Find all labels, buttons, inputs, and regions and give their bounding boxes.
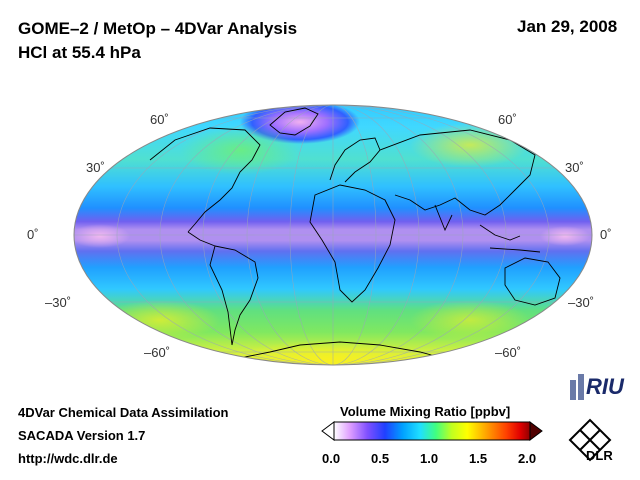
colorbar-title: Volume Mixing Ratio [ppbv] [340, 404, 511, 419]
map-field [74, 105, 592, 365]
lat-label-left: –30˚ [45, 295, 72, 310]
colorbar-min-arrow [321, 421, 335, 441]
lat-label-right: –30˚ [568, 295, 595, 310]
globe-outline [73, 104, 593, 366]
dlr-logo: DLR [586, 448, 613, 463]
colorbar-max-arrow [529, 421, 543, 441]
colorbar [321, 421, 543, 441]
lat-label-left: 60˚ [150, 112, 169, 127]
colorbar-bar [333, 421, 531, 441]
colorbar-tick: 2.0 [518, 451, 537, 466]
map-title: GOME–2 / MetOp – 4DVar Analysis [18, 19, 298, 38]
coastlines [149, 107, 561, 361]
footer-url[interactable]: http://wdc.dlr.de [18, 451, 118, 466]
lat-label-right: –60˚ [495, 345, 522, 360]
riu-logo: RIU [586, 374, 624, 399]
dlr-logo-mark [568, 418, 612, 462]
colorbar-tick: 1.0 [420, 451, 439, 466]
footer-line-1: 4DVar Chemical Data Assimilation [18, 405, 229, 420]
lat-label-left: 0˚ [27, 227, 39, 242]
lat-label-right: 30˚ [565, 160, 584, 175]
colorbar-tick: 0.5 [371, 451, 390, 466]
lat-label-right: 60˚ [498, 112, 517, 127]
lat-label-left: –60˚ [144, 345, 171, 360]
colorbar-tick: 0.0 [322, 451, 341, 466]
map-date: Jan 29, 2008 [517, 17, 618, 36]
riu-logo-mark [570, 374, 584, 400]
lat-label-right: 0˚ [600, 227, 612, 242]
map-subtitle: HCl at 55.4 hPa [18, 43, 141, 62]
lat-label-left: 30˚ [86, 160, 105, 175]
colorbar-tick: 1.5 [469, 451, 488, 466]
footer-line-2: SACADA Version 1.7 [18, 428, 146, 443]
